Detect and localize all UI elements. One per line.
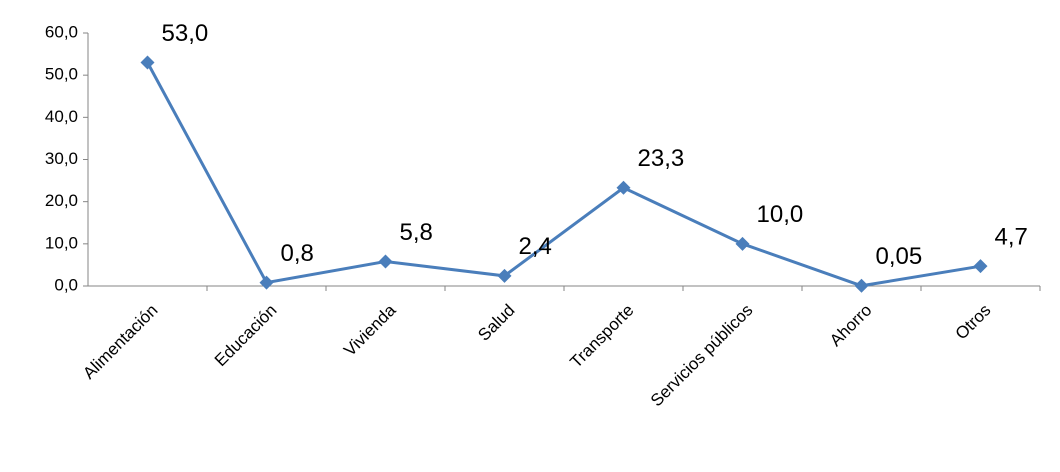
y-tick-label: 50,0 (45, 65, 78, 84)
x-tick-label: Educación (211, 301, 281, 371)
marker (854, 278, 869, 293)
value-label: 10,0 (757, 201, 804, 228)
x-tick-label: Servicios públicos (647, 301, 757, 411)
value-label: 5,8 (400, 219, 433, 246)
value-label: 23,3 (638, 145, 685, 172)
value-label: 2,4 (519, 233, 552, 260)
x-tick-label: Salud (474, 301, 518, 345)
marker (497, 268, 512, 283)
value-label: 4,7 (995, 224, 1028, 251)
marker (735, 236, 750, 251)
x-tick-label: Ahorro (826, 301, 876, 351)
value-label: 0,05 (876, 243, 923, 270)
marker (616, 180, 631, 195)
y-tick-label: 60,0 (45, 22, 78, 41)
line (146, 61, 981, 288)
y-tick-label: 20,0 (45, 191, 78, 210)
y-tick-label: 10,0 (45, 233, 78, 252)
y-tick-label: 30,0 (45, 149, 78, 168)
x-tick-label: Vivienda (340, 300, 400, 360)
marker (140, 55, 155, 70)
y-tick-label: 0,0 (54, 275, 78, 294)
value-label: 0,8 (281, 240, 314, 267)
marker (259, 275, 274, 290)
marker (378, 254, 393, 269)
value-label: 53,0 (162, 20, 209, 47)
y-tick-label: 40,0 (45, 107, 78, 126)
marker (973, 259, 988, 274)
x-tick-label: Alimentación (79, 301, 161, 383)
x-tick-label: Otros (952, 301, 995, 344)
x-tick-label: Transporte (566, 301, 637, 372)
